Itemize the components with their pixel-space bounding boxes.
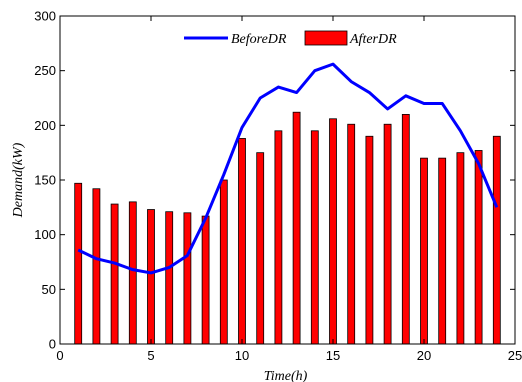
bar-afterdr-18	[383, 123, 392, 345]
bar-afterdr-8	[201, 215, 210, 345]
x-tick-label-5: 5	[147, 348, 154, 363]
y-tick-label-250: 250	[34, 63, 56, 78]
bar-afterdr-1	[74, 182, 83, 345]
bar-afterdr-23	[474, 150, 483, 345]
legend-label-afterdr: AfterDR	[349, 32, 397, 47]
bar-afterdr-16	[347, 123, 356, 345]
bar-afterdr-17	[365, 135, 374, 345]
y-tick-label-0: 0	[49, 337, 56, 352]
y-tick-label-200: 200	[34, 118, 56, 133]
y-tick-label-50: 50	[42, 282, 56, 297]
bar-afterdr-13	[292, 111, 301, 345]
bar-afterdr-7	[183, 212, 192, 345]
axes: 0 5 10 15 20 25050100150200250300Time(h)Deman…	[11, 9, 522, 382]
bar-afterdr-12	[274, 130, 283, 345]
x-tick-label-15: 15	[326, 348, 340, 363]
x-tick-label-25: 25	[508, 348, 522, 363]
y-tick-label-100: 100	[34, 227, 56, 242]
y-axis-title: Demand(kW)	[11, 142, 26, 218]
y-tick-label-300: 300	[34, 9, 56, 24]
legend: BeforeDR AfterDR	[184, 30, 397, 47]
x-tick-label-0: 0	[56, 348, 63, 363]
bar-afterdr-15	[329, 118, 337, 345]
x-axis-title: Time(h)	[264, 369, 308, 382]
y-tick-label-150: 150	[34, 173, 56, 188]
bar-afterdr-2	[92, 188, 101, 345]
bar-afterdr-14	[310, 130, 319, 345]
x-tick-label-20: 20	[417, 348, 431, 363]
bar-afterdr-24	[492, 135, 501, 345]
bar-afterdr-19	[401, 114, 410, 345]
x-tick-label-10: 10	[235, 348, 249, 363]
bar-afterdr-22	[456, 152, 465, 345]
bar-afterdr-6	[165, 211, 174, 345]
legend-label-beforedr: BeforeDR	[231, 32, 287, 47]
bar-afterdr-9	[219, 179, 228, 345]
afterdr-bars	[74, 111, 501, 345]
bar-afterdr-4	[128, 201, 137, 345]
legend-swatch-afterdr	[304, 30, 348, 46]
bar-afterdr-11	[256, 152, 265, 345]
bar-afterdr-3	[110, 203, 119, 345]
bar-afterdr-20	[420, 157, 428, 345]
beforedr-line-layer	[77, 62, 499, 275]
plot-frame	[59, 15, 516, 345]
bar-afterdr-5	[147, 209, 155, 345]
series-line-beforedr	[77, 62, 499, 275]
bar-afterdr-10	[238, 138, 246, 345]
bar-afterdr-21	[438, 157, 447, 345]
